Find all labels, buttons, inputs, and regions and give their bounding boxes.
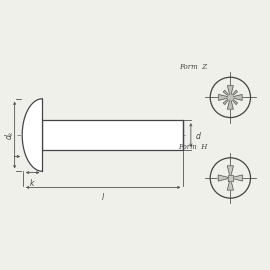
Polygon shape [227, 166, 233, 176]
Polygon shape [227, 99, 233, 109]
Polygon shape [231, 98, 238, 104]
Polygon shape [223, 90, 229, 96]
Text: $d_k$: $d_k$ [4, 130, 16, 140]
Polygon shape [22, 99, 42, 171]
Polygon shape [218, 175, 228, 181]
Polygon shape [219, 94, 228, 100]
Text: Form  Z: Form Z [179, 63, 208, 70]
Polygon shape [233, 175, 242, 181]
Bar [42, 120, 183, 150]
Polygon shape [228, 95, 232, 99]
Polygon shape [223, 98, 229, 104]
Polygon shape [227, 180, 233, 190]
Text: $k$: $k$ [29, 177, 36, 188]
Polygon shape [231, 90, 238, 96]
Text: $d$: $d$ [195, 130, 201, 140]
Text: Form  H: Form H [178, 143, 208, 151]
Polygon shape [228, 175, 233, 181]
Polygon shape [227, 86, 233, 95]
Polygon shape [232, 94, 242, 100]
Text: $l$: $l$ [101, 191, 105, 202]
